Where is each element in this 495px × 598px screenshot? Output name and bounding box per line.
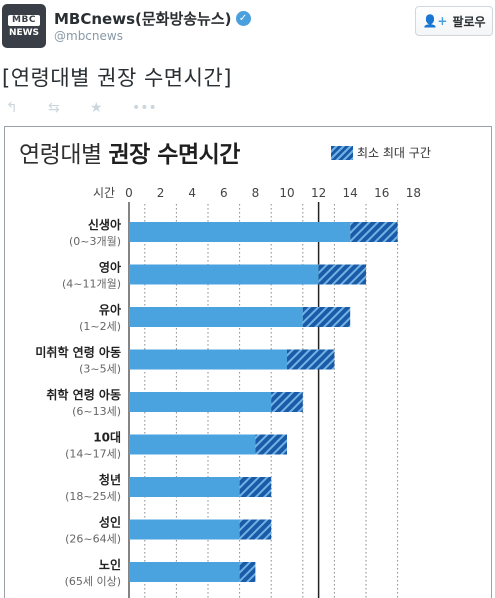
row-label: 미취학 연령 아동 bbox=[35, 345, 121, 360]
legend-label: 최소 최대 구간 bbox=[357, 146, 431, 160]
sleep-chart: 시간 0 2 4 6 8 10 12 14 16 18 신생아 (0~3개월) 영아 (4~11개월) 유아 (… bbox=[35, 186, 421, 598]
bar-range bbox=[239, 477, 272, 497]
chart-title: 연령대별 권장 수면시간 bbox=[19, 135, 240, 169]
legend-swatch bbox=[331, 145, 353, 160]
chart-legend: 최소 최대 구간 bbox=[331, 144, 431, 161]
follow-button-label: 팔로우 bbox=[452, 14, 486, 29]
row-sublabel: (6~13세) bbox=[72, 405, 121, 418]
x-tick-label: 14 bbox=[343, 186, 358, 200]
bar-base bbox=[129, 222, 351, 242]
row-label: 신생아 bbox=[88, 217, 121, 232]
row-label: 청년 bbox=[99, 472, 121, 487]
bar-base bbox=[129, 264, 319, 285]
retweet-icon[interactable]: ⇆ bbox=[48, 100, 60, 116]
x-tick-label: 12 bbox=[311, 186, 326, 200]
row-label: 취학 연령 아동 bbox=[46, 387, 121, 402]
x-tick-label: 4 bbox=[188, 186, 196, 200]
x-tick-label: 0 bbox=[125, 186, 133, 200]
row-sublabel: (4~11개월) bbox=[62, 278, 121, 291]
row-label: 노인 bbox=[99, 557, 121, 572]
account-handle[interactable]: @mbcnews bbox=[54, 29, 123, 43]
avatar[interactable]: MBC NEWS bbox=[2, 4, 46, 48]
bar-base bbox=[129, 434, 256, 455]
x-tick-label: 18 bbox=[406, 186, 421, 200]
row-label: 영아 bbox=[99, 260, 121, 275]
row-label: 10대 bbox=[93, 431, 121, 445]
chart-title-bold: 권장 수면시간 bbox=[108, 142, 240, 168]
row-sublabel: (14~17세) bbox=[65, 448, 121, 461]
row-sublabel: (0~3개월) bbox=[69, 235, 121, 248]
x-tick-label: 8 bbox=[252, 186, 260, 200]
bar-range bbox=[350, 222, 398, 242]
row-sublabel: (3~5세) bbox=[79, 363, 121, 376]
x-tick-label: 6 bbox=[220, 186, 228, 200]
avatar-logo-top: MBC bbox=[8, 15, 40, 26]
bar-range bbox=[239, 562, 256, 582]
bar-base bbox=[129, 392, 272, 412]
reply-icon[interactable]: ↰ bbox=[6, 100, 18, 116]
avatar-logo-bottom: NEWS bbox=[8, 28, 40, 38]
row-label: 유아 bbox=[99, 302, 121, 317]
bar-base bbox=[129, 477, 240, 497]
bar-base bbox=[129, 349, 287, 370]
tweet-header: MBC NEWS MBCnews(문화방송뉴스) ✓ @mbcnews 👤+ 팔… bbox=[0, 0, 495, 58]
row-sublabel: (65세 이상) bbox=[65, 575, 121, 588]
bar-range bbox=[239, 519, 272, 540]
x-tick-label: 2 bbox=[157, 186, 165, 200]
bar-range bbox=[271, 392, 303, 412]
bar-range bbox=[287, 349, 335, 370]
chart-title-normal: 연령대별 bbox=[19, 142, 109, 168]
bar-base bbox=[129, 307, 303, 327]
display-name[interactable]: MBCnews(문화방송뉴스) bbox=[54, 9, 232, 28]
tweet-text: [연령대별 권장 수면시간] bbox=[2, 66, 232, 90]
account-name-line: MBCnews(문화방송뉴스) ✓ bbox=[54, 8, 251, 28]
verified-badge-icon: ✓ bbox=[235, 10, 251, 26]
x-axis-label: 시간 bbox=[93, 186, 115, 200]
bar-range bbox=[302, 307, 351, 327]
x-tick-label: 10 bbox=[279, 186, 294, 200]
bar-base bbox=[129, 519, 240, 540]
row-label: 성인 bbox=[99, 515, 121, 530]
x-tick-label: 16 bbox=[374, 186, 389, 200]
tweet-actions: ↰ ⇆ ★ ••• bbox=[6, 99, 174, 117]
chart-image[interactable]: 시간 0 2 4 6 8 10 12 14 16 18 신생아 (0~3개월) 영아 (4~11개월) 유아 (… bbox=[4, 126, 492, 598]
follow-button[interactable]: 👤+ 팔로우 bbox=[415, 6, 493, 36]
bar-base bbox=[129, 562, 240, 582]
favorite-icon[interactable]: ★ bbox=[90, 100, 103, 116]
bar-range bbox=[318, 264, 366, 285]
add-person-icon: 👤+ bbox=[422, 14, 448, 28]
more-icon[interactable]: ••• bbox=[132, 100, 157, 116]
bar-range bbox=[255, 434, 287, 455]
row-sublabel: (18~25세) bbox=[65, 490, 121, 503]
row-sublabel: (26~64세) bbox=[65, 533, 121, 546]
row-sublabel: (1~2세) bbox=[79, 320, 121, 333]
